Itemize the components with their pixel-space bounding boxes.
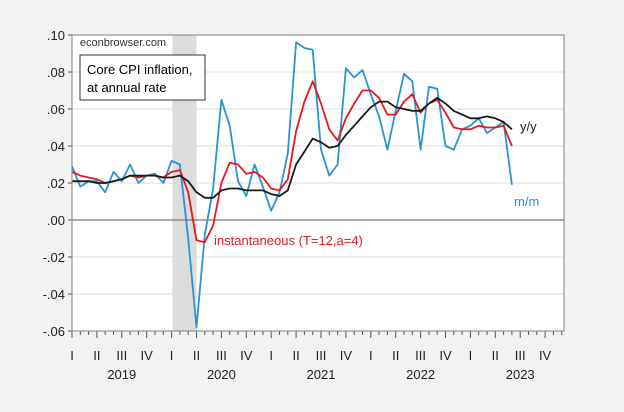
- x-quarter-label: III: [515, 348, 526, 363]
- y-tick-label: .10: [47, 28, 65, 43]
- series-label-mm: m/m: [514, 194, 539, 209]
- x-year-label: 2023: [506, 367, 535, 382]
- x-quarter-label: I: [369, 348, 373, 363]
- y-axis: .10 .08 .06 .04 .02 .00 -.02 -.04 -.06: [43, 28, 72, 339]
- chart-title-line-2: at annual rate: [87, 80, 167, 95]
- series-layer: [71, 41, 513, 329]
- x-quarter-label: III: [415, 348, 426, 363]
- x-quarter-label: I: [269, 348, 273, 363]
- y-tick-label: .00: [47, 213, 65, 228]
- series-label-instantaneous: instantaneous (T=12,a=4): [214, 233, 363, 248]
- x-axis: I II III IV I II III IV I II III IV I II III IV I II III IV…: [70, 331, 563, 382]
- x-quarter-label: II: [193, 348, 200, 363]
- x-quarter-label: I: [170, 348, 174, 363]
- x-quarter-label: III: [316, 348, 327, 363]
- y-tick-label: -.04: [43, 287, 65, 302]
- x-quarter-label: III: [216, 348, 227, 363]
- x-year-label: 2020: [207, 367, 236, 382]
- x-quarter-label: I: [70, 348, 74, 363]
- y-tick-label: .06: [47, 102, 65, 117]
- x-quarter-label: IV: [439, 348, 452, 363]
- x-quarter-label: III: [116, 348, 127, 363]
- x-quarter-label: I: [469, 348, 473, 363]
- x-quarter-label: II: [392, 348, 399, 363]
- y-tick-label: -.06: [43, 324, 65, 339]
- x-quarter-label: II: [93, 348, 100, 363]
- x-year-label: 2022: [406, 367, 435, 382]
- y-tick-label: .08: [47, 65, 65, 80]
- x-year-label: 2021: [307, 367, 336, 382]
- watermark: econbrowser.com: [80, 37, 166, 49]
- x-quarter-label: IV: [340, 348, 353, 363]
- y-tick-label: -.02: [43, 250, 65, 265]
- series-line-yy: [72, 97, 513, 199]
- series-label-yy: y/y: [520, 119, 537, 134]
- x-quarter-label: II: [492, 348, 499, 363]
- title-box: [79, 54, 206, 101]
- x-year-label: 2019: [107, 367, 136, 382]
- chart-title-line-1: Core CPI inflation,: [87, 62, 193, 77]
- y-tick-label: .04: [47, 139, 65, 154]
- x-quarter-label: IV: [240, 348, 253, 363]
- x-quarter-label: IV: [539, 348, 552, 363]
- x-quarter-label: IV: [141, 348, 154, 363]
- x-quarter-label: II: [292, 348, 299, 363]
- y-tick-label: .02: [47, 176, 65, 191]
- plot-frame: [71, 34, 565, 332]
